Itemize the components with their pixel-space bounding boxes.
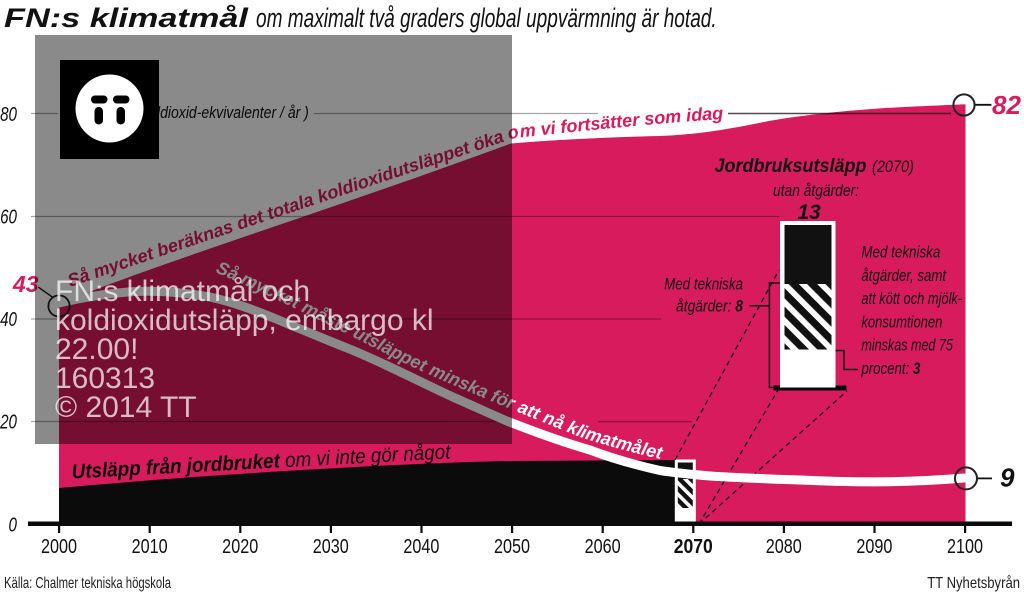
svg-text:2070: 2070 [674, 536, 713, 559]
svg-text:åtgärder: 8: åtgärder: 8 [676, 297, 743, 315]
svg-text:att kött och mjölk-: att kött och mjölk- [861, 289, 962, 308]
svg-text:2100: 2100 [947, 534, 983, 557]
svg-text:åtgärder, samt: åtgärder, samt [861, 266, 946, 285]
svg-text:2050: 2050 [494, 534, 530, 557]
svg-text:2020: 2020 [222, 534, 258, 557]
svg-text:(2070): (2070) [872, 158, 914, 176]
svg-text:2010: 2010 [132, 534, 168, 557]
svg-text:60: 60 [0, 205, 17, 228]
svg-text:2040: 2040 [403, 534, 439, 557]
svg-text:22.00!: 22.00! [55, 333, 138, 366]
svg-text:konsumtionen: konsumtionen [861, 313, 942, 332]
svg-text:koldioxidutsläpp, embargo kl: koldioxidutsläpp, embargo kl [55, 304, 434, 337]
svg-text:Med tekniska: Med tekniska [861, 243, 940, 262]
svg-text:Jordbruksutsläpp: Jordbruksutsläpp [715, 155, 867, 177]
svg-text:9: 9 [1000, 463, 1015, 493]
svg-text:minskas med 75: minskas med 75 [861, 336, 953, 355]
svg-text:utan åtgärder:: utan åtgärder: [773, 182, 859, 200]
svg-text:2090: 2090 [856, 534, 892, 557]
svg-text:2060: 2060 [585, 534, 621, 557]
svg-text:20: 20 [0, 410, 17, 433]
svg-text:2030: 2030 [313, 534, 349, 557]
svg-text:Med tekniska: Med tekniska [664, 275, 743, 294]
svg-text:2080: 2080 [766, 534, 802, 557]
svg-text:FN:s klimatmål och: FN:s klimatmål och [55, 275, 310, 308]
svg-text:ldioxid-ekvivalenter / år ): ldioxid-ekvivalenter / år ) [157, 104, 309, 122]
svg-text:© 2014 TT: © 2014 TT [55, 391, 197, 424]
svg-text:Källa: Chalmer tekniska högsko: Källa: Chalmer tekniska högskola [4, 574, 171, 591]
svg-text:160313: 160313 [55, 362, 155, 395]
svg-text:TT Nyhetsbyrån: TT Nyhetsbyrån [927, 575, 1020, 592]
svg-text:FN:s klimatmål: FN:s klimatmål [4, 3, 249, 34]
svg-text:80: 80 [0, 103, 17, 126]
svg-text:procent: 3: procent: 3 [861, 360, 921, 379]
svg-text:2000: 2000 [41, 534, 77, 557]
svg-text:43: 43 [12, 271, 39, 297]
svg-text:40: 40 [0, 308, 17, 331]
svg-text:om maximalt två graders global: om maximalt två graders global uppvärmni… [256, 3, 717, 33]
svg-text:13: 13 [797, 201, 821, 224]
svg-text:82: 82 [992, 90, 1021, 120]
svg-text:0: 0 [9, 513, 18, 536]
